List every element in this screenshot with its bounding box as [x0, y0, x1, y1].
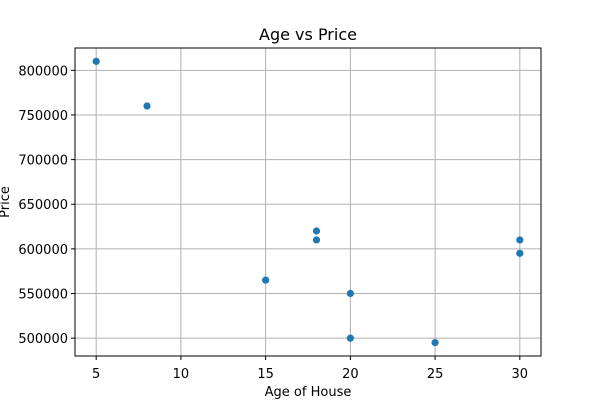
y-tick-label: 550000	[18, 288, 68, 303]
data-point	[346, 289, 354, 298]
data-point	[431, 339, 439, 347]
grid	[75, 48, 541, 356]
y-tick-label: 700000	[18, 154, 68, 169]
x-tick-label: 10	[173, 367, 190, 382]
data-point	[92, 57, 100, 65]
y-tick-label: 650000	[18, 198, 68, 213]
data-points	[92, 57, 524, 347]
y-axis: 500000 550000 600000 650000 700000 750000 8000…	[18, 64, 75, 347]
x-tick-label: 5	[92, 367, 100, 382]
x-tick-label: 30	[512, 367, 529, 382]
y-tick-label: 600000	[18, 243, 68, 258]
data-point	[312, 227, 321, 235]
data-point	[516, 249, 524, 257]
x-axis-label: Age of House	[265, 385, 352, 400]
plot-frame	[74, 47, 542, 357]
data-point	[346, 334, 354, 342]
chart-title: Age vs Price	[259, 25, 357, 44]
x-tick-label: 20	[342, 367, 359, 382]
data-point	[143, 102, 151, 110]
data-point	[516, 236, 524, 244]
x-axis: 5 10 15 20 25 30	[92, 356, 528, 382]
y-tick-label: 750000	[18, 109, 68, 124]
y-tick-label: 500000	[18, 332, 68, 347]
y-tick-label: 800000	[18, 64, 68, 79]
y-axis-label: Price	[0, 186, 13, 218]
data-point	[312, 236, 321, 244]
x-tick-label: 25	[427, 367, 444, 382]
data-point	[262, 276, 270, 284]
x-tick-label: 15	[257, 367, 274, 382]
